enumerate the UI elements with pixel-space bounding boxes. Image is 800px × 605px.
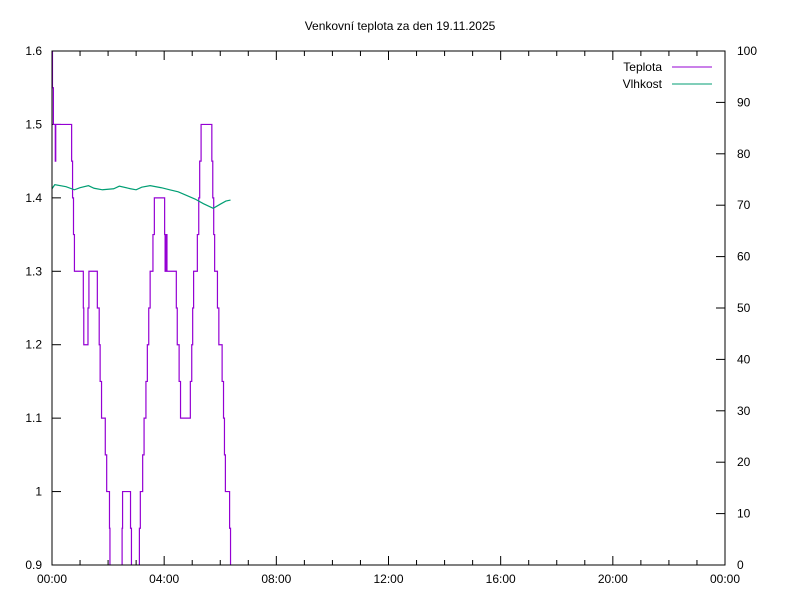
y2-tick-label: 60 bbox=[737, 250, 751, 264]
y-tick-label: 0.9 bbox=[25, 558, 42, 572]
y-tick-label: 1.5 bbox=[25, 117, 42, 131]
series-line-teplota bbox=[52, 51, 232, 565]
y-tick-label: 1.6 bbox=[25, 44, 42, 58]
x-tick-label: 12:00 bbox=[373, 572, 403, 586]
y2-tick-label: 20 bbox=[737, 455, 751, 469]
y2-tick-label: 90 bbox=[737, 95, 751, 109]
legend-label-teplota: Teplota bbox=[623, 60, 662, 74]
y2-tick-label: 100 bbox=[737, 44, 757, 58]
y2-tick-label: 70 bbox=[737, 198, 751, 212]
chart-title: Venkovní teplota za den 19.11.2025 bbox=[305, 19, 496, 33]
series-line-vlhkost bbox=[52, 183, 231, 209]
x-tick-label: 16:00 bbox=[486, 572, 516, 586]
x-tick-label: 00:00 bbox=[710, 572, 740, 586]
y-tick-label: 1 bbox=[35, 485, 42, 499]
x-tick-label: 08:00 bbox=[261, 572, 291, 586]
y2-tick-label: 30 bbox=[737, 404, 751, 418]
y-tick-label: 1.1 bbox=[25, 411, 42, 425]
axes: 00:00 04:00 08:00 12:00 16:00 20:00 00:000.911… bbox=[25, 44, 757, 586]
y-tick-label: 1.2 bbox=[25, 338, 42, 352]
legend-label-vlhkost: Vlhkost bbox=[623, 77, 663, 91]
series-group bbox=[52, 51, 232, 565]
y2-tick-label: 50 bbox=[737, 301, 751, 315]
plot-border bbox=[51, 50, 726, 566]
x-tick-label: 04:00 bbox=[149, 572, 179, 586]
y2-tick-label: 10 bbox=[737, 507, 751, 521]
x-tick-label: 20:00 bbox=[598, 572, 628, 586]
y-tick-label: 1.3 bbox=[25, 264, 42, 278]
y-tick-label: 1.4 bbox=[25, 191, 42, 205]
y2-tick-label: 0 bbox=[737, 558, 744, 572]
y2-tick-label: 40 bbox=[737, 352, 751, 366]
y2-tick-label: 80 bbox=[737, 147, 751, 161]
x-tick-label: 00:00 bbox=[37, 572, 67, 586]
legend: Teplota Vlhkost bbox=[623, 60, 712, 91]
